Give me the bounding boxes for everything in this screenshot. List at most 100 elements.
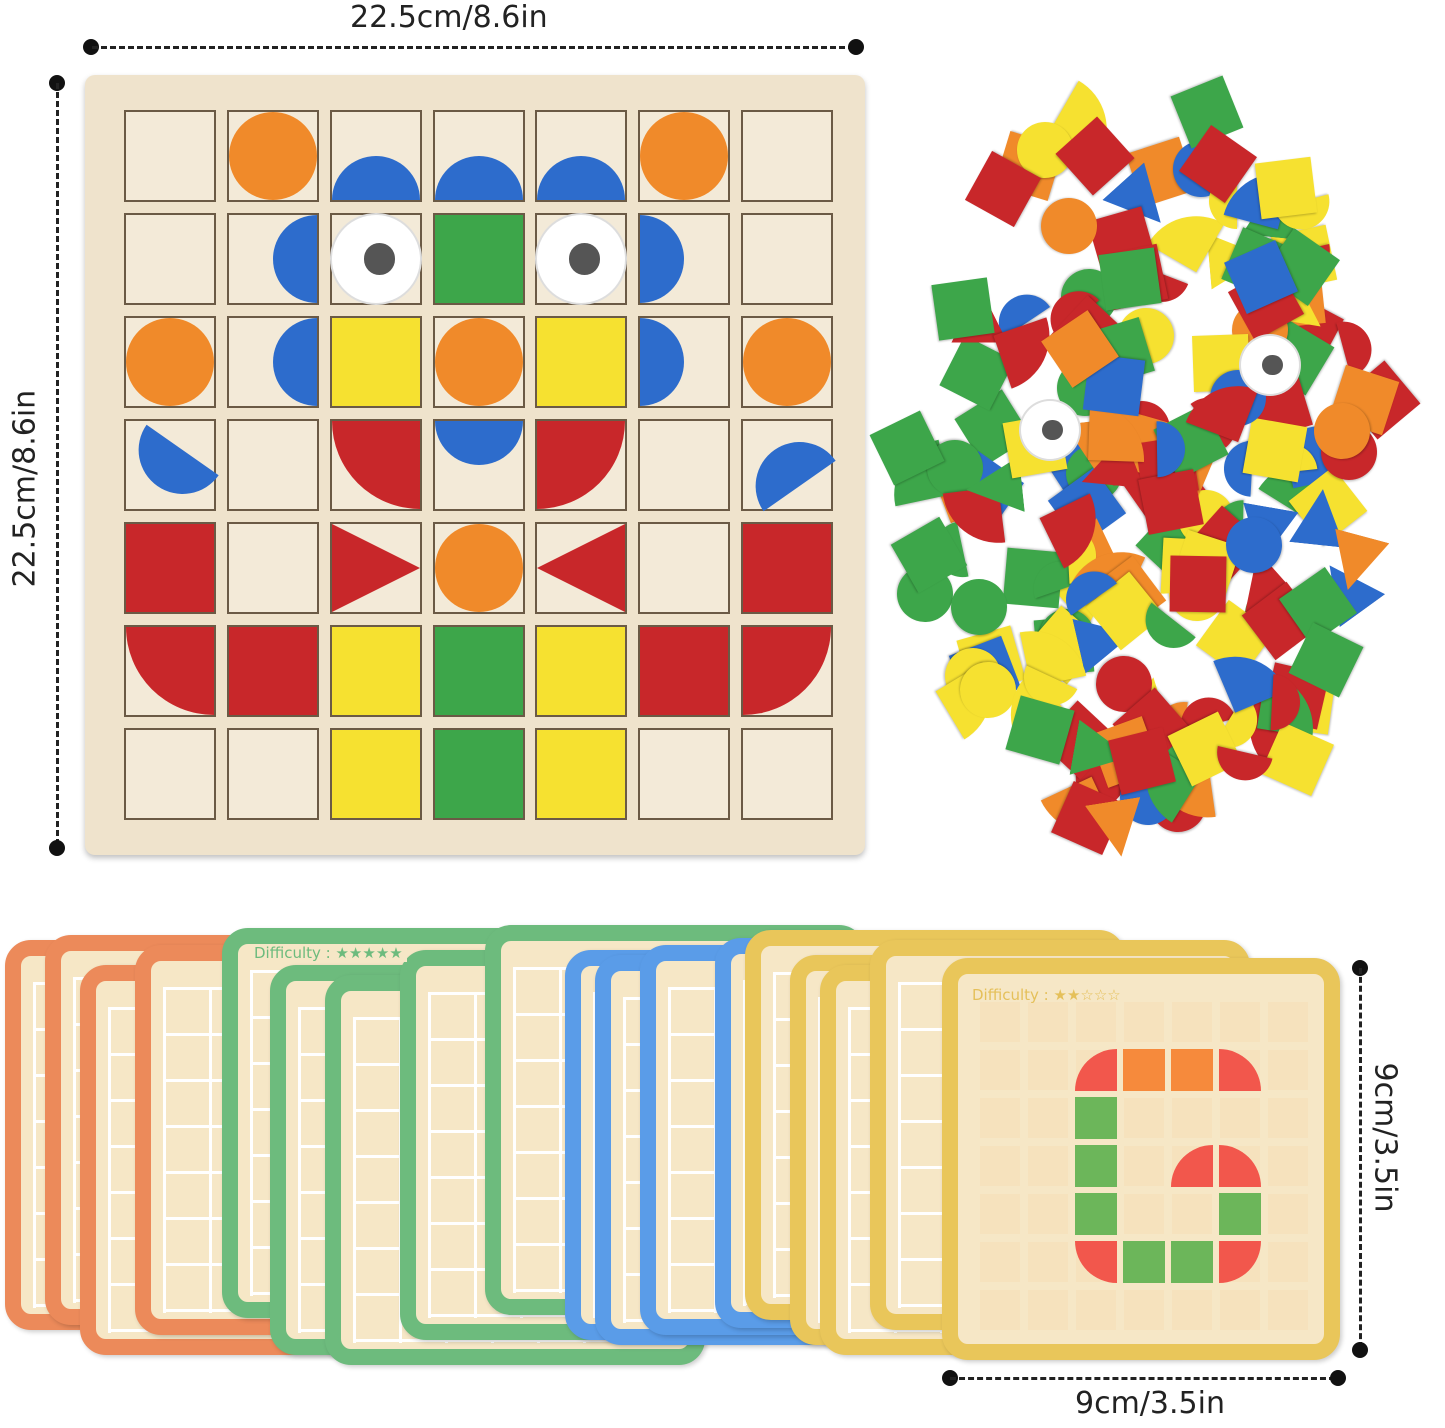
- board-height-line: [56, 83, 59, 845]
- card-cell: [980, 1194, 1020, 1234]
- square-piece: [743, 524, 831, 612]
- square-piece: [1123, 1049, 1165, 1091]
- square-piece: [229, 627, 317, 715]
- square-piece: [1123, 1241, 1165, 1283]
- half-up-piece: [1336, 314, 1378, 377]
- board-cell: [227, 419, 319, 511]
- square-piece: [1075, 1193, 1117, 1235]
- card-cell: [1076, 1290, 1116, 1330]
- card-cell: [980, 1002, 1020, 1042]
- circle-piece: [640, 112, 728, 200]
- card-width-label: 9cm/3.5in: [1075, 1386, 1225, 1421]
- square-piece: [1138, 469, 1205, 535]
- board-cell: [638, 728, 730, 820]
- card-cell: [1268, 1242, 1308, 1282]
- board-cell: [124, 728, 216, 820]
- pattern-card-front: Difficulty : ★★☆☆☆: [942, 958, 1340, 1360]
- card-height-label: 9cm/3.5in: [1367, 1062, 1403, 1213]
- square-piece: [332, 627, 420, 715]
- circle-piece: [743, 318, 831, 406]
- board-cell: [638, 419, 730, 511]
- card-cell: [1028, 1242, 1068, 1282]
- card-cell: [1220, 1098, 1260, 1138]
- card-cell: [1124, 1194, 1164, 1234]
- circle-piece: [229, 112, 317, 200]
- card-cell: [1268, 1194, 1308, 1234]
- board-cell: [227, 728, 319, 820]
- card-width-line: [950, 1377, 1335, 1380]
- board-cell: [741, 213, 833, 305]
- card-cell: [980, 1146, 1020, 1186]
- card-cell: [1268, 1290, 1308, 1330]
- difficulty-stars: ★★☆☆☆: [1053, 986, 1121, 1004]
- card-cell: [1172, 1194, 1212, 1234]
- board-width-line: [92, 46, 854, 49]
- eye-piece: [1021, 401, 1079, 459]
- card-cell: [1124, 1098, 1164, 1138]
- card-cell: [1268, 1050, 1308, 1090]
- square-piece: [1075, 1145, 1117, 1187]
- circle-piece: [435, 318, 523, 406]
- pupil-icon: [568, 243, 601, 275]
- square-piece: [1255, 157, 1318, 220]
- circle-piece: [435, 524, 523, 612]
- card-height-line: [1359, 968, 1362, 1348]
- card-cell: [980, 1050, 1020, 1090]
- card-cell: [1124, 1290, 1164, 1330]
- square-piece: [537, 318, 625, 406]
- square-piece: [1171, 1049, 1213, 1091]
- card-cell: [1268, 1098, 1308, 1138]
- dim-endpoint: [1352, 1342, 1368, 1358]
- difficulty-label: Difficulty :: [972, 986, 1049, 1004]
- card-cell: [1028, 1290, 1068, 1330]
- square-piece: [1171, 1241, 1213, 1283]
- card-cell: [1028, 1194, 1068, 1234]
- eye-piece: [332, 215, 420, 303]
- square-piece: [537, 627, 625, 715]
- board-cell: [124, 110, 216, 202]
- square-piece: [435, 730, 523, 818]
- dim-endpoint: [848, 39, 864, 55]
- card-cell: [1028, 1098, 1068, 1138]
- square-piece: [640, 627, 728, 715]
- square-piece: [126, 524, 214, 612]
- card-cell: [1028, 1002, 1068, 1042]
- square-piece: [332, 730, 420, 818]
- square-piece: [435, 627, 523, 715]
- dim-endpoint: [49, 840, 65, 856]
- card-cell: [1172, 1290, 1212, 1330]
- wooden-board: [85, 75, 865, 855]
- dim-endpoint: [1330, 1370, 1346, 1386]
- board-cell: [227, 522, 319, 614]
- card-cell: [1124, 1146, 1164, 1186]
- card-cell: [1268, 1146, 1308, 1186]
- board-cell: [638, 522, 730, 614]
- board-cell: [741, 728, 833, 820]
- pupil-icon: [363, 243, 396, 275]
- difficulty-text: Difficulty : ★★☆☆☆: [972, 986, 1121, 1004]
- board-cell: [124, 213, 216, 305]
- square-piece: [1169, 555, 1227, 613]
- card-cell: [1028, 1050, 1068, 1090]
- card-cell: [980, 1242, 1020, 1282]
- board-height-label: 22.5cm/8.6in: [7, 389, 43, 588]
- square-piece: [1098, 247, 1162, 311]
- square-piece: [435, 215, 523, 303]
- square-piece: [1242, 418, 1308, 483]
- circle-piece: [126, 318, 214, 406]
- card-cell: [1220, 1290, 1260, 1330]
- board-width-label: 22.5cm/8.6in: [350, 0, 548, 35]
- square-piece: [537, 730, 625, 818]
- eye-piece: [1241, 336, 1299, 394]
- card-cell: [980, 1098, 1020, 1138]
- card-cell: [1172, 1098, 1212, 1138]
- square-piece: [332, 318, 420, 406]
- dim-endpoint: [83, 39, 99, 55]
- card-cell: [1076, 1002, 1116, 1042]
- card-cell: [1124, 1002, 1164, 1042]
- card-cell: [980, 1290, 1020, 1330]
- card-grid: [972, 988, 1312, 1330]
- back-card-difficulty-label: Difficulty : ★★★★★: [250, 944, 407, 962]
- square-piece: [931, 276, 995, 341]
- card-cell: [1028, 1146, 1068, 1186]
